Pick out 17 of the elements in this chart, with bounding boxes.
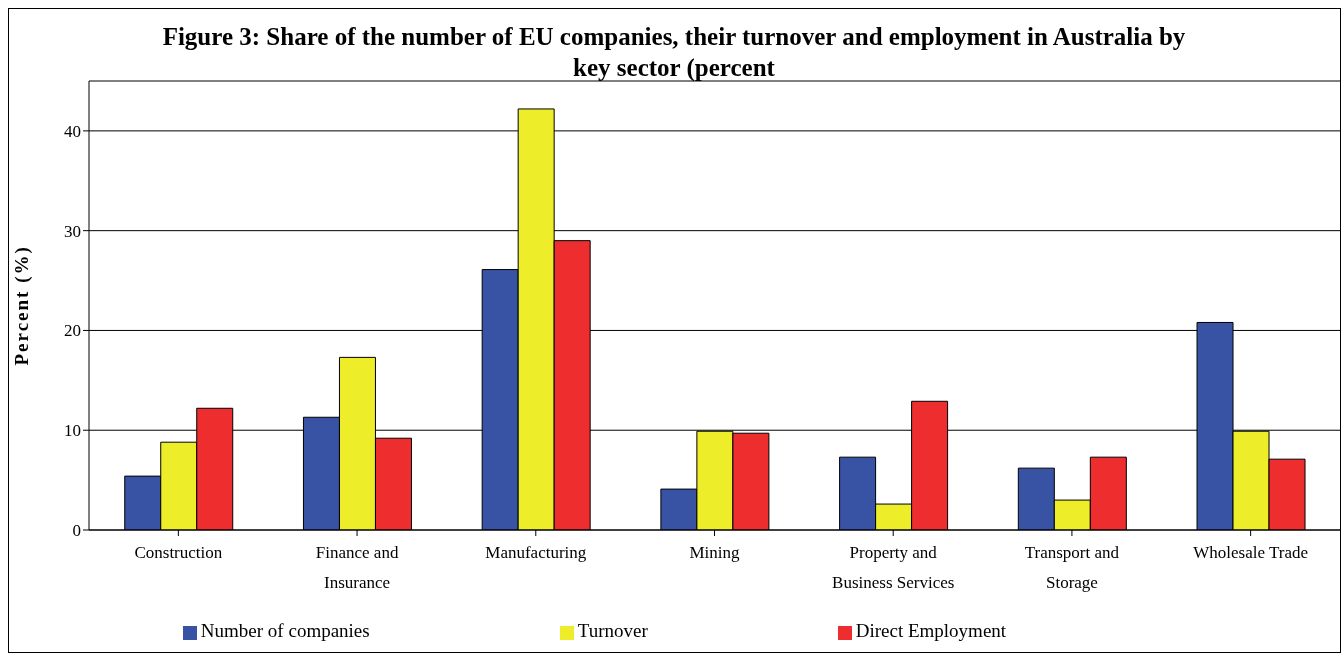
x-tick-label: Property and Business Services [832, 543, 955, 592]
y-tick-label: 20 [64, 321, 81, 341]
y-tick-label: 40 [64, 121, 81, 141]
x-tick-label: Transport and Storage [1024, 543, 1120, 592]
x-tick-label: Construction [134, 543, 223, 562]
x-tick-label: Wholesale Trade [1193, 543, 1309, 562]
legend-label: Number of companies [200, 620, 370, 641]
x-tick-label: Mining [689, 543, 741, 562]
x-tick-label: Finance and Insurance [315, 543, 399, 592]
y-axis-title: Percent (%) [10, 245, 33, 366]
y-tick-label: 0 [72, 521, 81, 541]
legend-label: Turnover [577, 620, 648, 641]
y-tick-label: 10 [64, 421, 81, 441]
y-tick-label: 30 [64, 221, 81, 241]
chart-title: Figure 3: Share of the number of EU companies, their turnover and employment in Australia by key sector (percent [161, 22, 1187, 83]
x-tick-label: Manufacturing [485, 543, 587, 562]
legend-label: Direct Employment [855, 620, 1007, 641]
